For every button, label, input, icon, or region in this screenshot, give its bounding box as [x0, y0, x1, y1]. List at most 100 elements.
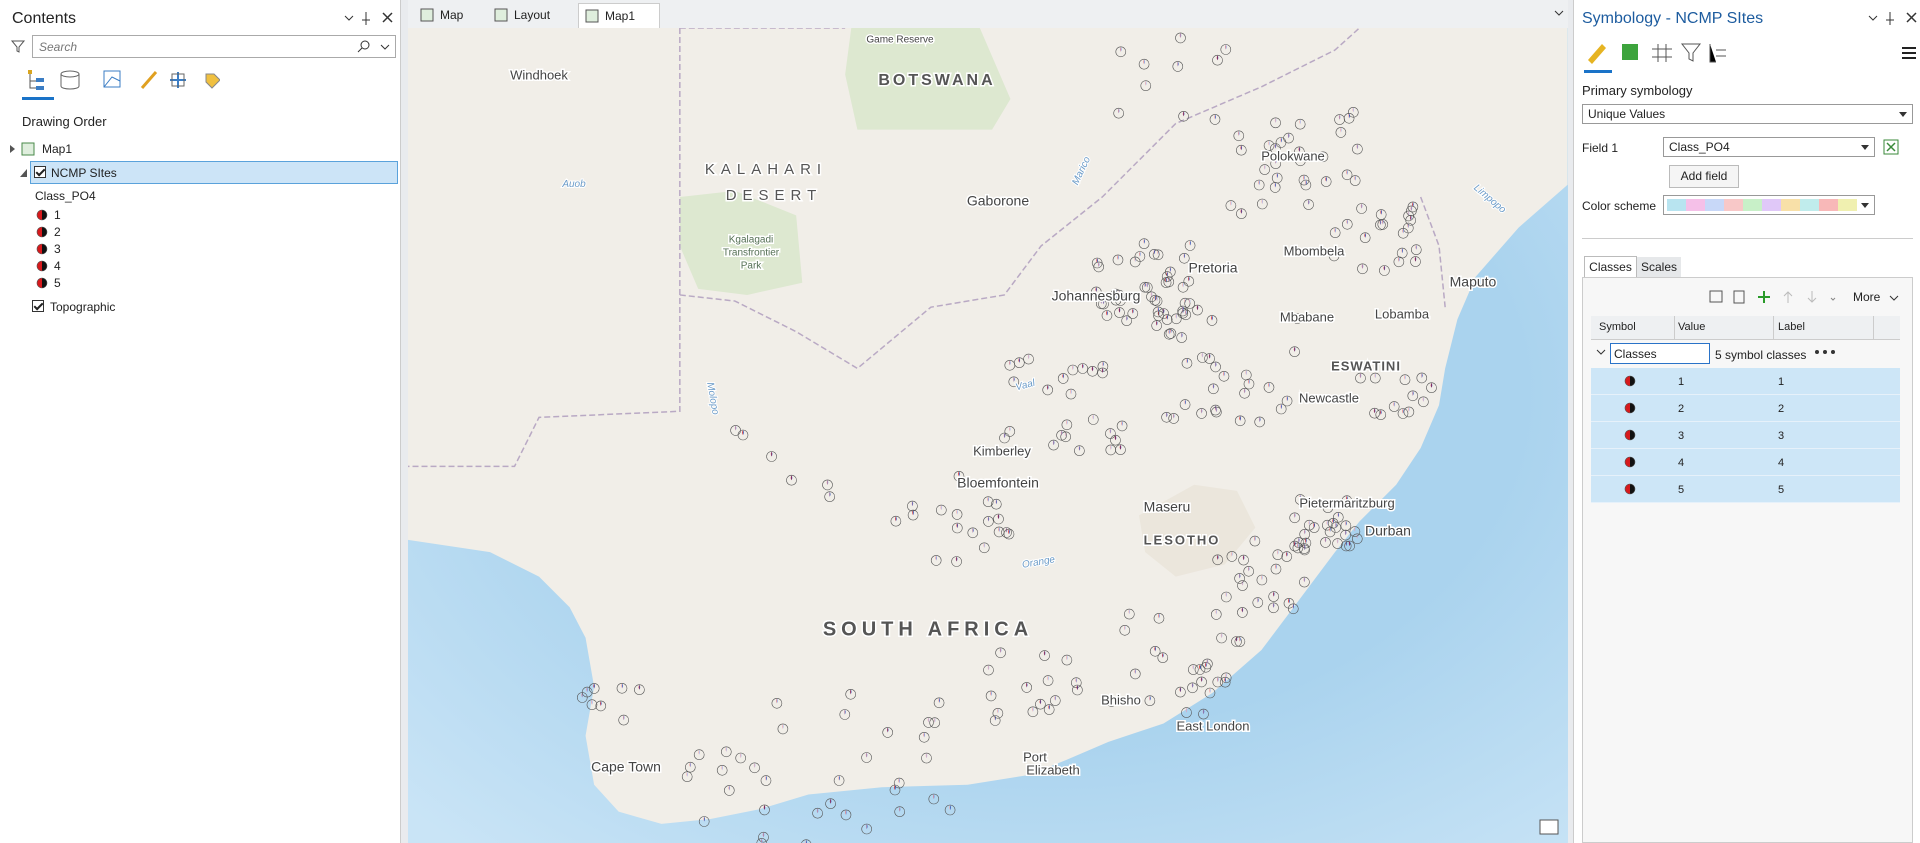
- tab-menu[interactable]: [1554, 8, 1564, 18]
- layer-row[interactable]: NCMP SItes: [30, 161, 398, 184]
- dot-outline: [1196, 676, 1207, 688]
- more-button[interactable]: More: [1853, 290, 1881, 304]
- dot-outline: [1060, 431, 1072, 443]
- dot-half: [972, 527, 974, 533]
- dot-half: [1066, 419, 1068, 425]
- dot-half: [1336, 538, 1338, 544]
- map-tab[interactable]: Map: [414, 3, 482, 27]
- dot-outline: [1341, 495, 1353, 507]
- dot-half: [623, 715, 624, 721]
- dot-outline: [1123, 608, 1135, 620]
- classes-toolbar[interactable]: [1708, 288, 1838, 306]
- dot-half: [734, 425, 736, 431]
- separator: [1582, 238, 1913, 239]
- column-header: Value: [1678, 321, 1706, 333]
- expression-button[interactable]: [1883, 139, 1899, 155]
- dot-half: [1149, 695, 1150, 701]
- class-symbol: [1624, 375, 1636, 387]
- dot-half: [1244, 388, 1246, 394]
- attribution-button[interactable]: [1539, 819, 1559, 835]
- pane-controls[interactable]: [1864, 10, 1920, 26]
- dot-half: [1327, 502, 1328, 508]
- dot-half: [1169, 266, 1171, 272]
- dot-half: [1095, 286, 1097, 292]
- group-name-input[interactable]: Classes: [1610, 343, 1710, 364]
- dot-half: [1355, 175, 1356, 181]
- dot-half: [1337, 512, 1339, 518]
- dot-half: [1092, 366, 1094, 372]
- dot-outline: [999, 432, 1010, 444]
- tab[interactable]: Classes: [1584, 256, 1637, 278]
- dot-half: [1184, 253, 1185, 259]
- place-label: Durban: [1365, 523, 1411, 539]
- view-toolbar[interactable]: [20, 66, 220, 100]
- dot-half: [1625, 457, 1630, 467]
- dot-half: [1274, 143, 1276, 149]
- group-menu[interactable]: [1814, 349, 1836, 355]
- dot-half: [1214, 405, 1216, 411]
- dot-outline: [1298, 174, 1310, 186]
- symbology-toolbar[interactable]: [1582, 36, 1918, 74]
- dot-outline: [1220, 591, 1232, 603]
- dot-outline: [978, 542, 990, 554]
- dot-half: [1248, 379, 1249, 385]
- map-tab[interactable]: Map1: [578, 3, 660, 28]
- dot-half: [1398, 256, 1400, 262]
- dot-half: [866, 752, 868, 758]
- dot-outline: [1347, 107, 1359, 118]
- map-tab[interactable]: Layout: [488, 3, 574, 27]
- filter-icon[interactable]: [10, 38, 26, 54]
- decor: [21, 142, 35, 156]
- dot-outline: [1127, 308, 1139, 319]
- dot-half: [1226, 592, 1227, 598]
- dot-outline: [1299, 528, 1311, 540]
- dot-outline: [1418, 396, 1429, 408]
- add-field-button[interactable]: Add field: [1669, 165, 1739, 188]
- legend-symbol: [36, 226, 48, 238]
- search-box[interactable]: Search: [32, 35, 396, 58]
- renderer-dropdown[interactable]: Unique Values: [1582, 104, 1913, 124]
- dot-half: [1114, 435, 1116, 441]
- dot-outline: [921, 752, 932, 764]
- dot-half: [776, 698, 778, 704]
- dot-outline: [1198, 708, 1209, 720]
- dot-half: [763, 832, 765, 838]
- group-expander[interactable]: [1596, 348, 1606, 356]
- dot-outline: [1340, 540, 1352, 552]
- dot-outline: [982, 496, 994, 508]
- land: [408, 28, 1568, 824]
- pane-controls[interactable]: [340, 10, 396, 26]
- tab[interactable]: Scales: [1637, 257, 1681, 277]
- basemap-checkbox[interactable]: [32, 300, 44, 312]
- map-view[interactable]: Windhoek BOTSWANA Game Reserve KALAHARI …: [408, 28, 1568, 843]
- dot-outline: [944, 804, 956, 816]
- dot-outline: [1008, 376, 1020, 388]
- legend-label: 2: [54, 225, 61, 239]
- dot-half: [817, 808, 819, 814]
- dot-outline: [723, 785, 735, 796]
- dot-half: [1199, 664, 1200, 670]
- dot-half: [699, 749, 700, 755]
- dot-outline: [1330, 522, 1342, 533]
- dot-half: [1264, 164, 1265, 170]
- dot-half: [1066, 655, 1067, 661]
- dot-half: [1361, 203, 1363, 209]
- dot-outline: [889, 784, 901, 796]
- layer-checkbox[interactable]: [34, 166, 46, 178]
- layer-expander[interactable]: [20, 168, 28, 178]
- dot-outline: [1243, 565, 1255, 577]
- dot-half: [1300, 155, 1302, 161]
- dot-half: [1119, 444, 1121, 450]
- dot-half: [1018, 357, 1020, 363]
- dot-outline: [1226, 551, 1238, 562]
- map-node[interactable]: Map1: [42, 142, 73, 156]
- field-dropdown[interactable]: Class_PO4: [1663, 137, 1875, 157]
- dot-half: [1231, 551, 1233, 557]
- color-scheme-dropdown[interactable]: [1663, 195, 1875, 215]
- dot-half: [887, 727, 889, 733]
